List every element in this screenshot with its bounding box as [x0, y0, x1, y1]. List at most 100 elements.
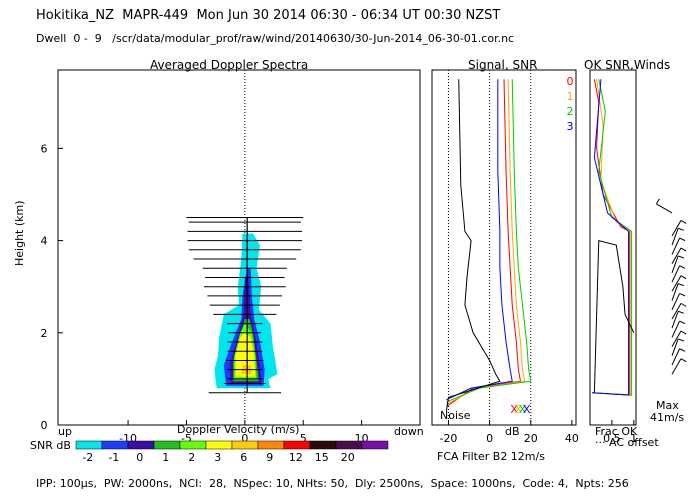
wind-barb-flag	[680, 275, 687, 280]
down-label: down	[394, 425, 424, 438]
wind-barb-flag	[679, 348, 686, 352]
y-tick-label: 2	[41, 327, 48, 340]
filter-label: FCA Filter B2 12m/s	[437, 450, 545, 463]
colorbar-label: SNR dB	[30, 439, 71, 452]
signal-plot-frame	[431, 69, 577, 426]
wind-barb-flag	[679, 292, 686, 297]
colorbar-tick-label: -1	[108, 451, 119, 464]
signal-x-tick-label: 40	[565, 432, 579, 445]
legend-entry-1: 1	[567, 90, 574, 103]
wind-barb	[671, 303, 682, 320]
wind-barb	[671, 348, 681, 366]
wind-barb	[671, 358, 682, 375]
colorbar-tick-label: 3	[214, 451, 221, 464]
winds-series-ac_offset	[593, 239, 635, 393]
colorbar-tick-label: 9	[266, 451, 273, 464]
y-tick-label: 4	[41, 235, 48, 248]
wind-barb-flag	[679, 320, 686, 325]
colorbar-swatch	[231, 440, 259, 450]
wind-barb	[671, 220, 682, 237]
winds-panel-title: OK SNR,Winds	[584, 58, 671, 72]
legend-entry-2: 2	[567, 105, 574, 118]
wind-barb	[656, 203, 673, 214]
ac-offset-label: ··· AC offset	[595, 436, 659, 449]
frac-ok-label: Frac OK	[595, 425, 638, 438]
wind-barb-flag	[677, 338, 684, 342]
signal-x-tick-label: 20	[524, 432, 538, 445]
noise-label: Noise	[440, 409, 471, 422]
wind-barb	[671, 330, 682, 347]
colorbar-swatch	[309, 440, 337, 450]
colorbar-tick-label: 12	[289, 451, 303, 464]
wind-barb-flag	[655, 198, 660, 205]
y-tick-label: 0	[41, 419, 48, 432]
wind-barb	[671, 228, 679, 246]
wind-barb-flag	[677, 310, 684, 314]
wind-barb	[671, 293, 681, 310]
radar-parameters: IPP: 100µs, PW: 2000ns, NCI: 28, NSpec: …	[36, 477, 629, 490]
legend-entry-0: 0	[567, 75, 574, 88]
signal-series-1	[446, 79, 526, 405]
up-label: up	[58, 425, 72, 438]
signal-x-tick-label: 0	[486, 432, 493, 445]
wind-barb-flag	[679, 237, 686, 242]
wind-barb	[671, 283, 679, 301]
data-file-path: Dwell 0 - 9 /scr/data/modular_prof/raw/w…	[36, 32, 515, 45]
winds-series-2	[592, 79, 633, 396]
wind-barb-flag	[677, 227, 684, 231]
colorbar-swatch	[101, 440, 129, 450]
noise-marker	[523, 404, 531, 414]
y-tick-label: 6	[41, 142, 48, 155]
colorbar-tick-label: 1	[162, 451, 169, 464]
wind-barb	[671, 311, 679, 329]
colorbar-tick-label: 0	[136, 451, 143, 464]
colorbar-swatch	[257, 440, 285, 450]
signal-series-2	[446, 79, 532, 403]
colorbar-tick-label: 15	[315, 451, 329, 464]
signal-panel-title: Signal, SNR	[468, 58, 538, 72]
signal-series-noise	[445, 79, 501, 412]
wind-barb	[671, 275, 682, 292]
wind-barb	[671, 338, 679, 357]
winds-x-tick-label: 1	[630, 432, 637, 445]
colorbar-swatch	[361, 440, 389, 450]
wind-barb-flag	[680, 358, 687, 363]
colorbar-swatch	[153, 440, 181, 450]
x-tick-label: 5	[300, 432, 307, 445]
wind-barb-flag	[680, 302, 687, 307]
colorbar-tick-label: -2	[82, 451, 93, 464]
colorbar-tick-label: 2	[188, 451, 195, 464]
x-tick-label: -5	[181, 432, 192, 445]
colorbar-swatch	[283, 440, 311, 450]
winds-plot-frame	[589, 69, 637, 426]
signal-series-3	[446, 79, 513, 401]
wind-barb-flag	[677, 255, 684, 259]
wind-barb	[671, 320, 681, 338]
x-tick-label: 0	[241, 432, 248, 445]
winds-series-0	[592, 79, 630, 396]
plot-title: Hokitika_NZ MAPR-449 Mon Jun 30 2014 06:…	[36, 8, 501, 23]
wind-barb-flag	[677, 283, 684, 287]
signal-x-label: dB	[505, 425, 520, 438]
wind-barb-flag	[680, 247, 687, 252]
wind-barb-flag	[680, 330, 687, 335]
wind-barb	[671, 265, 681, 283]
ac-offset-text: AC offset	[609, 436, 659, 449]
wind-barb-flag	[679, 265, 686, 269]
signal-series-0	[446, 79, 522, 407]
wind-barb	[671, 255, 679, 274]
winds-x-tick-label: 0.5	[603, 432, 621, 445]
max-wind-value: 41m/s	[650, 411, 685, 424]
colorbar-swatch	[179, 440, 207, 450]
signal-x-tick-label: -20	[439, 432, 457, 445]
colorbar-swatch	[127, 440, 155, 450]
spectra-panel-title: Averaged Doppler Spectra	[150, 58, 309, 72]
wind-barb	[671, 247, 682, 264]
spectra-plot-frame	[57, 69, 421, 426]
x-axis-label: Doppler Velocity (m/s)	[177, 423, 300, 436]
wind-barb	[671, 237, 681, 255]
winds-series-3	[592, 79, 630, 396]
legend-entry-3: 3	[567, 120, 574, 133]
colorbar-swatch	[205, 440, 233, 450]
